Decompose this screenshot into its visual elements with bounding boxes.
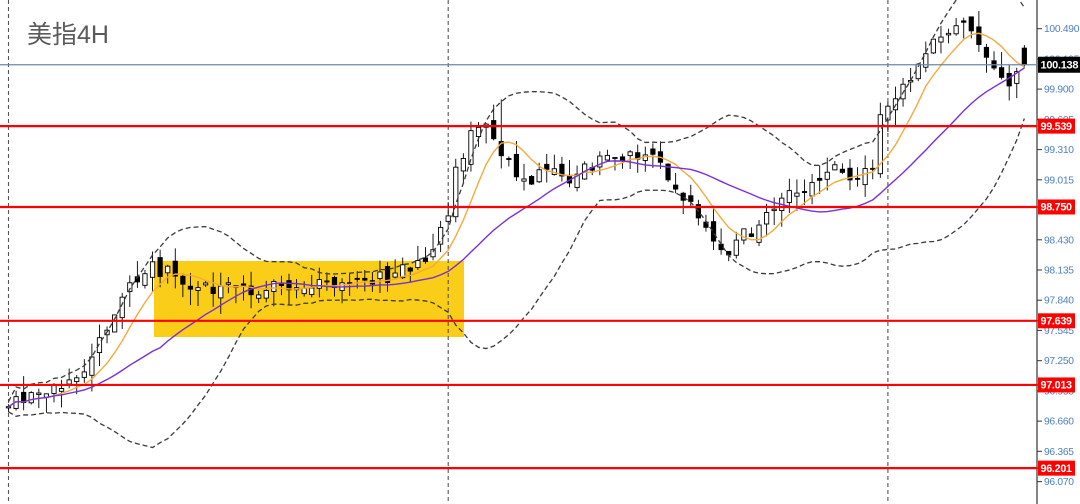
svg-text:99.015: 99.015 bbox=[1044, 175, 1074, 186]
svg-text:96.365: 96.365 bbox=[1044, 447, 1074, 458]
svg-text:100.490: 100.490 bbox=[1044, 24, 1080, 35]
svg-text:99.900: 99.900 bbox=[1044, 85, 1074, 96]
svg-text:98.135: 98.135 bbox=[1044, 266, 1074, 277]
svg-text:96.201: 96.201 bbox=[1041, 463, 1073, 475]
svg-text:99.310: 99.310 bbox=[1044, 145, 1074, 156]
svg-text:100.138: 100.138 bbox=[1041, 60, 1079, 72]
svg-text:97.639: 97.639 bbox=[1041, 316, 1073, 328]
svg-text:96.070: 96.070 bbox=[1044, 477, 1074, 488]
svg-text:97.840: 97.840 bbox=[1044, 296, 1074, 307]
svg-text:98.430: 98.430 bbox=[1044, 235, 1074, 246]
svg-text:96.660: 96.660 bbox=[1044, 417, 1074, 428]
svg-text:98.750: 98.750 bbox=[1041, 202, 1073, 214]
svg-text:99.539: 99.539 bbox=[1041, 121, 1073, 133]
svg-text:97.013: 97.013 bbox=[1041, 380, 1073, 392]
svg-text:97.250: 97.250 bbox=[1044, 356, 1074, 367]
